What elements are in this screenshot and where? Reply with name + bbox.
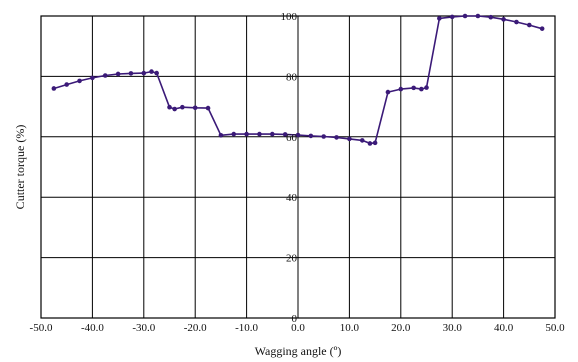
data-point xyxy=(419,86,424,92)
data-point xyxy=(321,134,327,139)
x-tick-label: 10.0 xyxy=(340,322,360,334)
data-point xyxy=(282,132,288,137)
y-tick-label: 60 xyxy=(286,132,298,144)
data-point xyxy=(398,86,404,92)
data-point xyxy=(257,131,262,137)
data-point xyxy=(437,16,442,21)
x-tick-label: -40.0 xyxy=(81,322,104,334)
data-point xyxy=(488,14,494,20)
data-point xyxy=(359,138,365,143)
x-tick-label: -20.0 xyxy=(184,322,207,334)
x-tick-label: 40.0 xyxy=(494,322,514,334)
data-point xyxy=(172,106,177,112)
y-axis-title: Cutter torque (%) xyxy=(13,125,27,210)
data-point xyxy=(180,104,185,110)
data-point xyxy=(449,14,455,20)
data-point xyxy=(270,131,275,137)
y-tick-label: 20 xyxy=(286,253,298,265)
data-point xyxy=(77,78,82,84)
x-tick-label: -10.0 xyxy=(235,322,258,334)
grid-lines xyxy=(41,16,555,318)
data-point xyxy=(424,85,429,90)
data-point xyxy=(539,26,545,31)
x-tick-labels: -50.0 -40.0 -30.0 -20.0 -10.0 0.0 10.0 20.0 30.0… xyxy=(30,322,566,334)
x-tick-label: 50.0 xyxy=(545,322,565,334)
data-point xyxy=(218,132,224,138)
data-point xyxy=(367,141,373,146)
x-tick-label: 30.0 xyxy=(443,322,463,334)
series-layer xyxy=(51,13,545,146)
data-point xyxy=(51,86,57,91)
data-point xyxy=(64,82,69,87)
y-tick-label: 80 xyxy=(286,71,298,83)
y-tick-label: 100 xyxy=(281,11,298,23)
data-point xyxy=(167,104,172,110)
data-point xyxy=(128,71,134,76)
data-point xyxy=(411,85,416,91)
data-point xyxy=(154,70,159,76)
data-point xyxy=(192,105,198,111)
data-point xyxy=(372,140,378,146)
plot-frame xyxy=(40,15,556,319)
y-tick-label: 40 xyxy=(286,192,298,204)
y-tick-label: 0 xyxy=(292,313,298,325)
x-tick-label: 0.0 xyxy=(291,322,305,334)
data-point xyxy=(334,135,339,140)
data-point xyxy=(115,71,121,77)
y-tick-labels: 0 20 40 60 80 100 xyxy=(281,11,298,325)
data-point xyxy=(462,13,468,19)
data-point xyxy=(514,19,519,25)
data-point xyxy=(475,13,481,19)
data-point xyxy=(231,131,237,137)
data-point xyxy=(501,17,506,22)
data-point xyxy=(102,73,108,78)
data-point xyxy=(149,69,154,74)
data-point xyxy=(308,133,314,139)
x-tick-label: -50.0 xyxy=(30,322,53,334)
data-point xyxy=(295,132,301,138)
data-point xyxy=(347,136,352,142)
data-point xyxy=(141,70,147,76)
x-tick-label: -30.0 xyxy=(132,322,155,334)
data-point xyxy=(527,22,532,28)
data-point xyxy=(244,131,249,137)
data-point xyxy=(385,89,391,95)
x-axis-title: Wagging angle (º) xyxy=(255,344,342,358)
x-tick-label: 20.0 xyxy=(391,322,411,334)
data-point xyxy=(205,105,211,111)
data-point xyxy=(90,75,95,81)
